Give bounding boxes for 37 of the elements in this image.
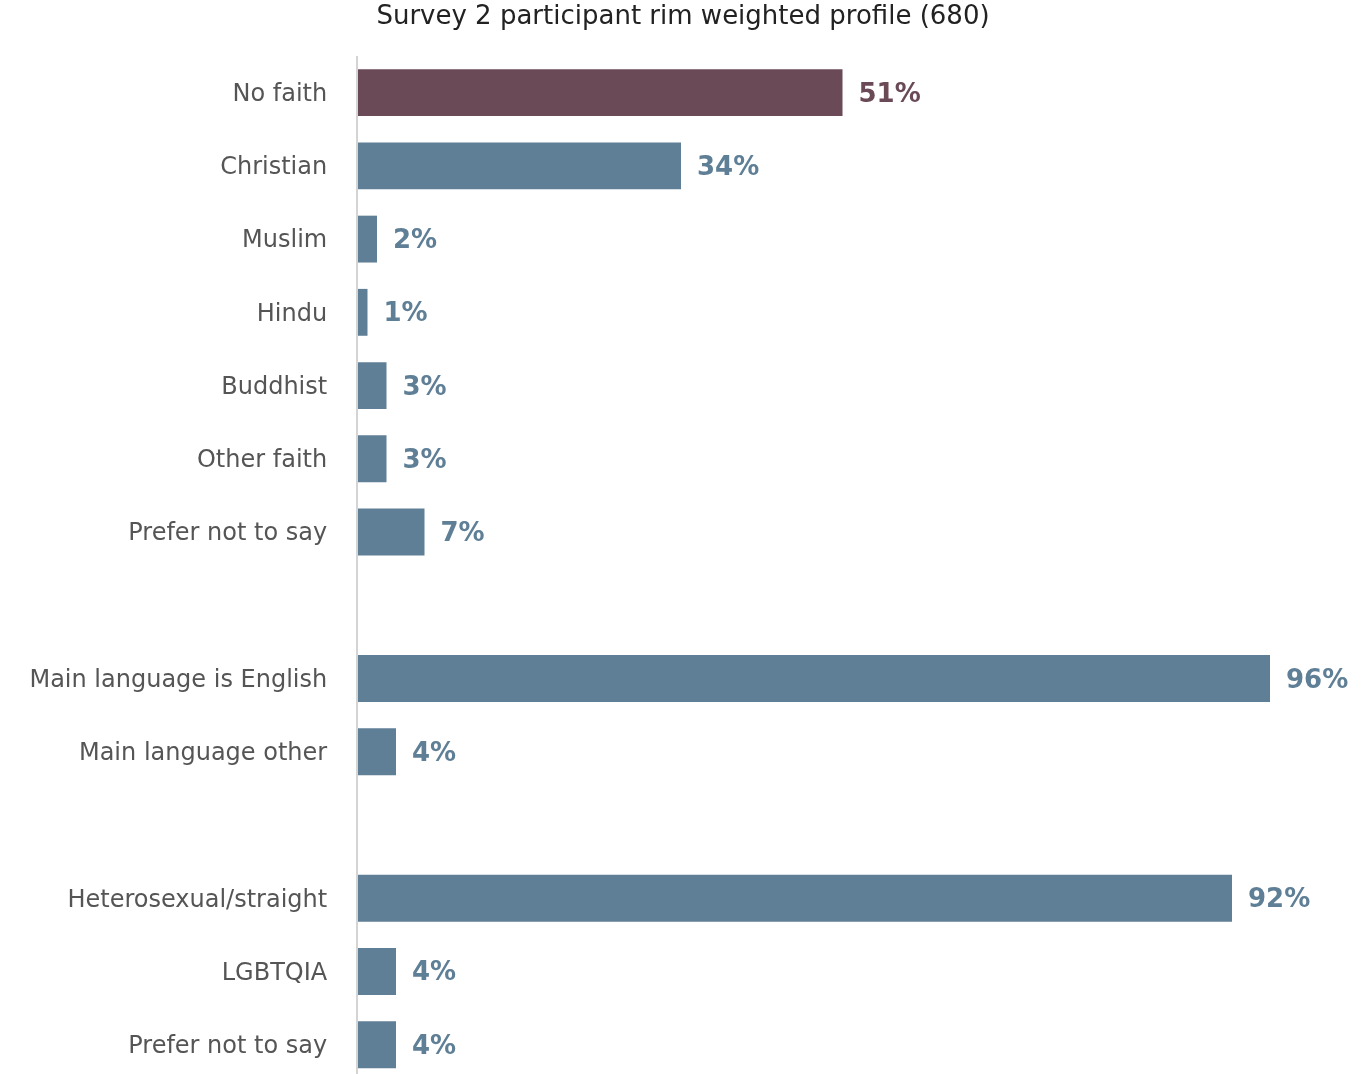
- data-label: 4%: [399, 1029, 457, 1060]
- bar: [358, 728, 396, 776]
- bar: [358, 69, 843, 117]
- bar: [358, 655, 1270, 702]
- y-tick-label: Main language is English: [29, 664, 328, 693]
- data-label: 7%: [427, 517, 485, 548]
- y-tick-label: Prefer not to say: [128, 518, 328, 547]
- bar: [358, 435, 387, 483]
- y-tick-label: Hindu: [256, 298, 328, 327]
- bar: [358, 1021, 396, 1069]
- y-tick-label: Christian: [220, 152, 328, 181]
- data-label: 51%: [845, 77, 921, 108]
- data-label: 96%: [1273, 663, 1349, 694]
- chart-title: Survey 2 participant rim weighted profile (680): [376, 0, 990, 30]
- y-tick-label: LGBTQIA: [221, 957, 328, 986]
- data-label: 3%: [389, 443, 447, 474]
- y-tick-label: Heterosexual/straight: [67, 884, 328, 913]
- y-tick-label: Buddhist: [221, 371, 328, 400]
- bar: [358, 288, 368, 336]
- data-label: 3%: [389, 370, 447, 401]
- y-tick-label: Other faith: [196, 445, 328, 474]
- y-tick-label: Muslim: [242, 225, 328, 254]
- y-tick-label: Prefer not to say: [128, 1031, 328, 1060]
- data-label: 92%: [1235, 883, 1311, 914]
- data-label: 34%: [684, 150, 760, 181]
- y-tick-label: No faith: [232, 79, 328, 108]
- bar: [358, 948, 396, 995]
- bar: [358, 362, 387, 409]
- data-label: 4%: [399, 736, 457, 767]
- data-label: 4%: [399, 956, 457, 987]
- bar: [358, 874, 1232, 922]
- bar: [358, 215, 377, 263]
- data-label: 1%: [370, 297, 428, 328]
- bar: [358, 508, 425, 556]
- y-tick-label: Main language other: [78, 738, 328, 767]
- bar: [358, 142, 681, 190]
- data-label: 2%: [380, 224, 438, 255]
